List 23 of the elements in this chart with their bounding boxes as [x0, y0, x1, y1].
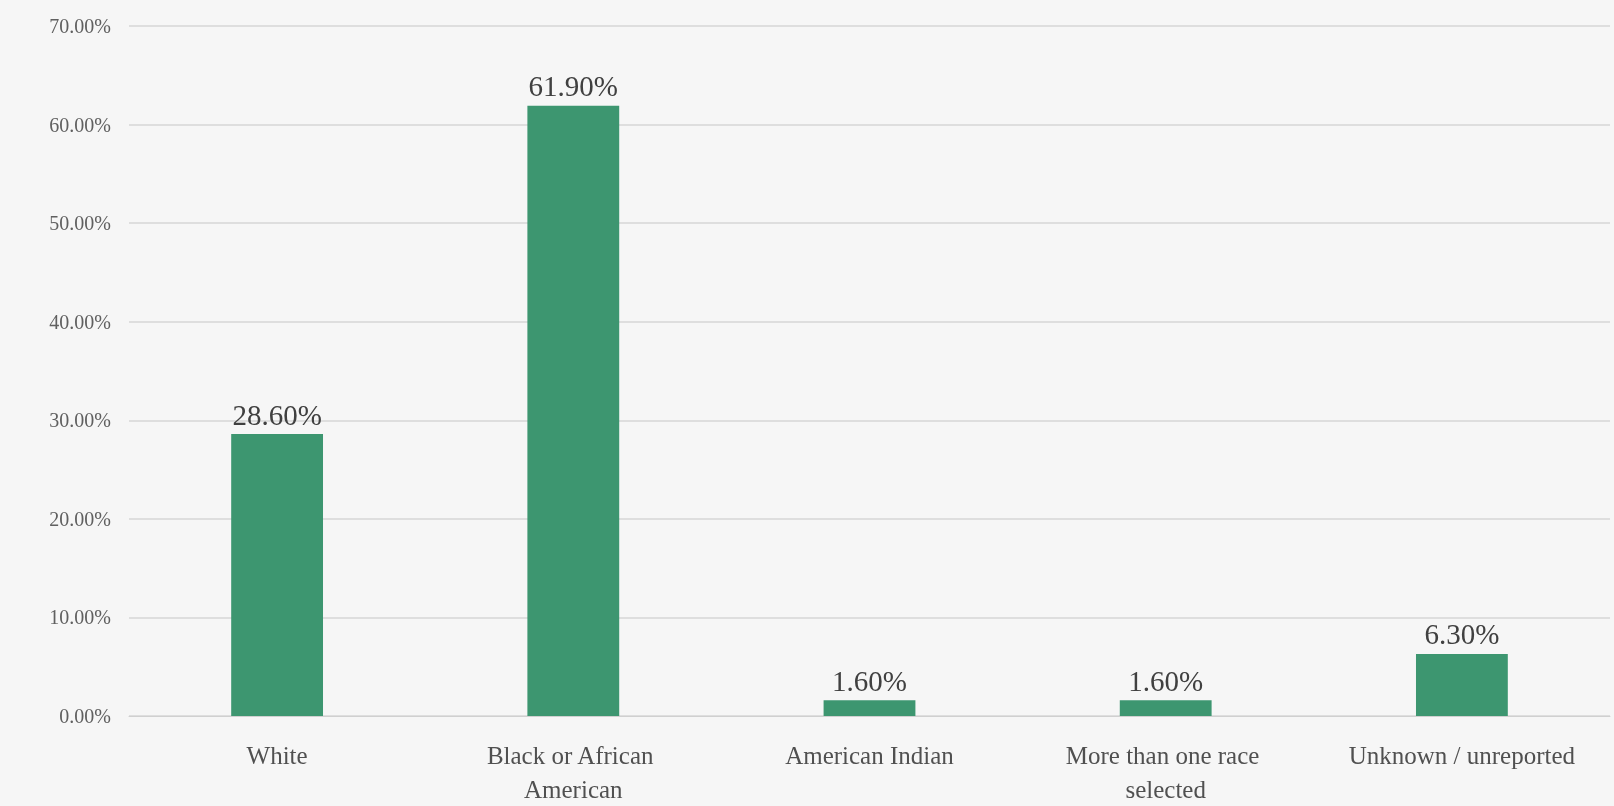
data-label: 1.60% [832, 664, 907, 697]
y-tick-label: 30.00% [49, 409, 111, 432]
data-label: 6.30% [1424, 618, 1500, 651]
bar [823, 700, 916, 716]
bar [527, 105, 620, 716]
x-tick-label: Unknown / unreported [1348, 741, 1576, 769]
y-tick-label: 50.00% [49, 212, 111, 235]
y-tick-label: 40.00% [49, 310, 111, 333]
y-tick-label: 0.00% [59, 705, 111, 727]
data-label: 61.90% [528, 70, 619, 103]
y-tick-label: 70.00% [49, 15, 111, 37]
x-tick-label: White [246, 741, 308, 769]
x-tick-label: American Indian [785, 741, 955, 769]
bar [1119, 700, 1212, 716]
bar [231, 434, 324, 716]
y-tick-label: 10.00% [49, 606, 111, 629]
y-tick-label: 20.00% [49, 507, 111, 530]
x-tick-label: More than one race selected [1065, 741, 1266, 803]
data-label: 1.60% [1128, 664, 1204, 697]
bar [1415, 653, 1508, 716]
x-tick-label: Black or African American [486, 741, 660, 803]
data-label: 28.60% [232, 398, 322, 431]
y-tick-label: 60.00% [49, 113, 111, 136]
